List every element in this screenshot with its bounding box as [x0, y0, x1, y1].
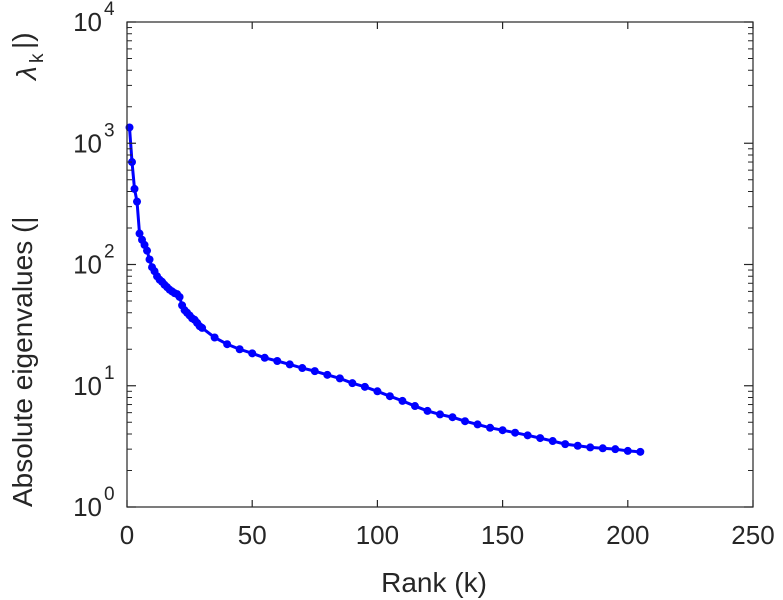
- data-point: [335, 374, 344, 383]
- y-tick-label-exp: 3: [104, 120, 115, 141]
- data-point: [210, 333, 219, 342]
- data-point: [323, 370, 332, 379]
- data-point: [235, 345, 244, 354]
- data-point: [536, 434, 545, 443]
- data-point: [611, 445, 620, 454]
- y-axis-label: Absolute eigenvalues (| λ k |): [7, 32, 48, 507]
- data-point: [145, 255, 154, 264]
- data-point: [348, 379, 357, 388]
- data-point: [523, 431, 532, 440]
- x-axis-label: Rank (k): [381, 567, 487, 598]
- y-tick-label-base: 10: [73, 371, 102, 401]
- data-point: [461, 417, 470, 426]
- data-point: [198, 323, 207, 332]
- data-point: [360, 382, 369, 391]
- y-tick-label-base: 10: [73, 128, 102, 158]
- series-layer: [125, 123, 645, 456]
- data-point: [473, 420, 482, 429]
- x-tick-label: 100: [356, 520, 399, 550]
- plot-background: [127, 22, 753, 507]
- x-tick-label: 250: [731, 520, 774, 550]
- data-point: [373, 387, 382, 396]
- y-axis-label-symbol: λ: [11, 66, 42, 82]
- x-tick-label: 0: [120, 520, 134, 550]
- x-tick-label: 50: [238, 520, 267, 550]
- y-tick-label-base: 10: [73, 492, 102, 522]
- data-point: [448, 413, 457, 422]
- data-point: [130, 184, 139, 193]
- y-tick-label-exp: 4: [104, 0, 115, 20]
- data-point: [298, 364, 307, 373]
- data-point: [398, 396, 407, 405]
- data-point: [636, 447, 645, 456]
- data-point: [285, 360, 294, 369]
- data-point: [248, 349, 257, 358]
- data-point: [586, 443, 595, 452]
- data-point: [486, 423, 495, 432]
- data-point: [175, 292, 184, 301]
- data-point: [423, 406, 432, 415]
- data-point: [223, 340, 232, 349]
- y-tick-label-exp: 1: [104, 363, 115, 384]
- data-point: [623, 446, 632, 455]
- data-point: [143, 246, 152, 255]
- y-tick-label-base: 10: [73, 7, 102, 37]
- y-tick-label-exp: 0: [104, 484, 115, 505]
- data-point: [385, 392, 394, 401]
- y-tick-label-base: 10: [73, 250, 102, 280]
- data-point: [436, 410, 444, 419]
- data-point: [310, 367, 319, 376]
- data-point: [498, 426, 507, 435]
- data-point: [133, 197, 142, 206]
- data-point: [410, 402, 419, 411]
- data-point: [135, 229, 144, 238]
- x-tick-label: 150: [481, 520, 524, 550]
- data-point: [511, 428, 520, 437]
- y-tick-label-exp: 2: [104, 242, 115, 263]
- data-point: [598, 444, 607, 453]
- y-axis-label-sub: k: [27, 53, 48, 63]
- data-point: [548, 437, 557, 446]
- y-axis-label-main: Absolute eigenvalues (|: [7, 216, 38, 507]
- x-axis: 0 50 100 150 200 250: [120, 22, 775, 550]
- data-point: [273, 357, 282, 366]
- data-point: [561, 440, 570, 449]
- y-axis-label-close: |): [7, 32, 38, 49]
- data-point: [573, 441, 582, 450]
- data-point: [128, 158, 137, 167]
- data-point: [260, 353, 269, 362]
- x-tick-label: 200: [606, 520, 649, 550]
